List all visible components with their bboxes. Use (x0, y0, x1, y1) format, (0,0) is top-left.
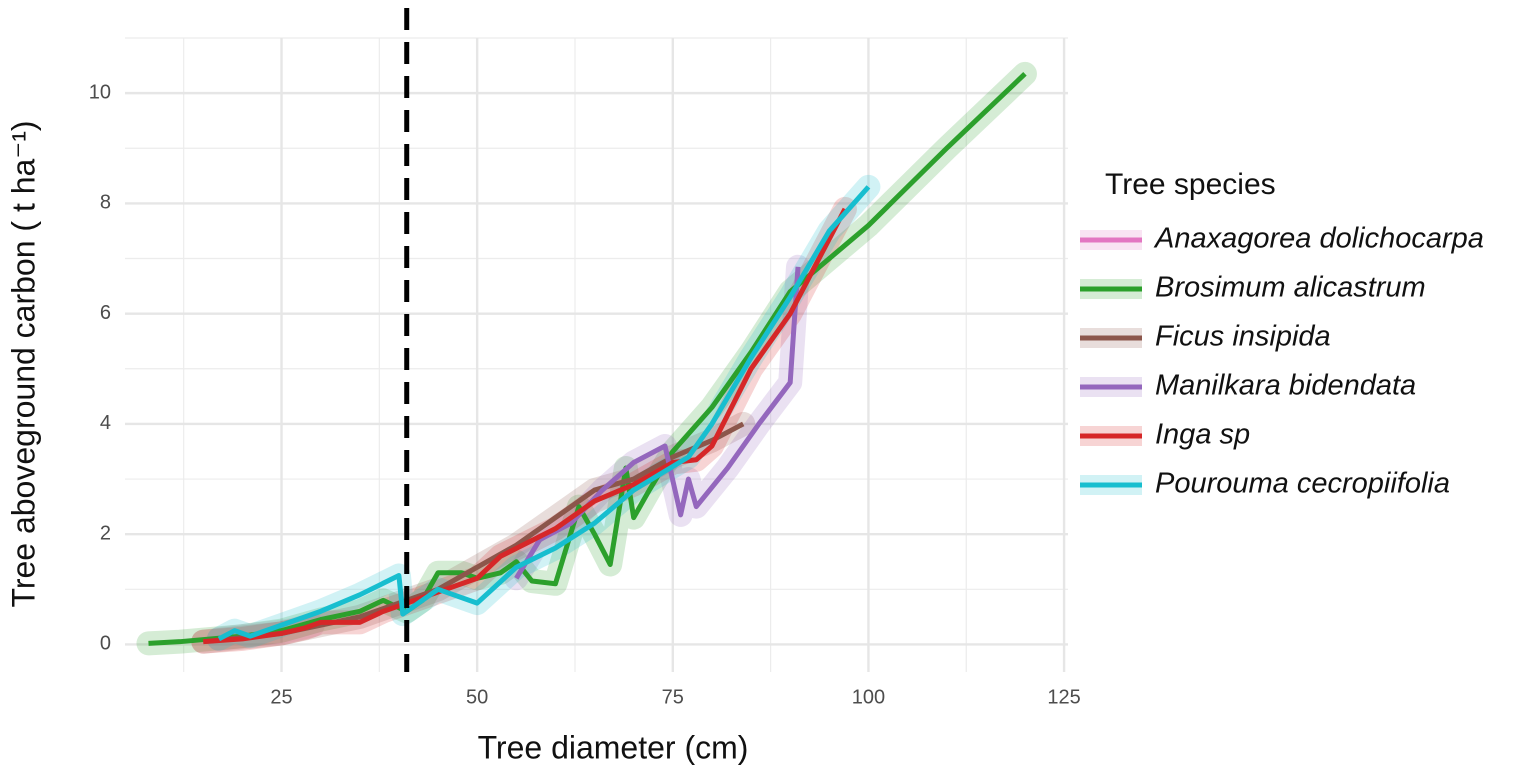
x-tick-label: 75 (662, 686, 684, 708)
legend-title: Tree species (1105, 168, 1276, 201)
legend-label: Inga sp (1155, 419, 1250, 451)
x-tick-label: 50 (466, 686, 488, 708)
series-line (148, 72, 1027, 646)
y-tick-label: 0 (100, 633, 111, 655)
legend-label: Manilkara bidendata (1155, 370, 1416, 402)
legend-label: Pourouma cecropiifolia (1155, 468, 1450, 500)
x-tick-label: 100 (852, 686, 885, 708)
x-tick-label: 25 (270, 686, 292, 708)
legend-label: Ficus insipida (1155, 321, 1331, 353)
ribbon (136, 61, 1037, 656)
y-axis-title: Tree aboveground carbon ( t ha⁻¹) (5, 120, 41, 607)
legend-label: Anaxagorea dolichocarpa (1153, 223, 1484, 255)
y-tick-label: 10 (89, 81, 111, 103)
series-line (203, 207, 848, 645)
y-tick-label: 6 (100, 302, 111, 324)
x-tick-label: 125 (1047, 686, 1080, 708)
legend-label: Brosimum alicastrum (1155, 272, 1426, 304)
x-axis-title: Tree diameter (cm) (478, 729, 749, 765)
y-tick-label: 4 (100, 412, 111, 434)
y-tick-label: 2 (100, 522, 111, 544)
series-line (217, 185, 871, 642)
y-tick-label: 8 (100, 192, 111, 214)
series-line (514, 266, 801, 580)
